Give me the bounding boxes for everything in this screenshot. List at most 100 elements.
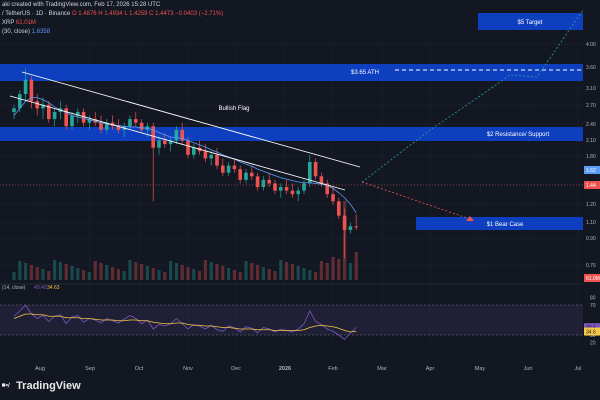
y-tick-label: 3.10 — [586, 86, 596, 92]
header-line-1: aki created with TradingView.com, Feb 17… — [2, 2, 161, 8]
volume-bar — [261, 267, 265, 280]
volume-bar — [18, 261, 22, 280]
volume-bar — [296, 266, 300, 280]
volume-bar — [279, 260, 283, 280]
volume-bar — [111, 267, 115, 280]
ohlc-close: C 1.4473 — [149, 11, 174, 17]
volume-bar — [325, 263, 329, 280]
volume-bar — [87, 272, 91, 280]
volume-bar — [122, 271, 126, 280]
resistance-label: $2 Resistance/ Support — [487, 132, 550, 138]
candle-body — [192, 147, 196, 155]
axes: 4.003.603.102.702.402.101.801.401.201.10… — [35, 42, 600, 372]
candle-body — [151, 126, 155, 148]
bear-projection-path — [361, 181, 471, 220]
volume-bar — [290, 264, 294, 280]
volume-bar — [99, 263, 103, 280]
rsi-tag — [584, 327, 600, 336]
rsi-tick-label: 80 — [590, 296, 596, 302]
grid — [0, 43, 583, 350]
y-tick-label: 2.40 — [586, 122, 596, 128]
x-tick-label: Oct — [135, 366, 144, 372]
candle-body — [244, 172, 248, 180]
candle-body — [331, 194, 335, 202]
resistance-zone — [0, 127, 583, 141]
candle-body — [18, 94, 22, 109]
y-tick-label: 2.10 — [586, 138, 596, 144]
candle-body — [29, 79, 34, 102]
x-tick-label: Jun — [524, 366, 533, 372]
candles[interactable] — [12, 68, 358, 259]
volume-bar — [82, 270, 86, 280]
tradingview-icon — [2, 382, 10, 388]
volume-bar — [76, 268, 80, 280]
volume-bar — [285, 262, 289, 280]
price-tag-label: 61.0M — [586, 276, 600, 282]
candle-body — [284, 187, 289, 191]
volume-bar — [53, 260, 57, 280]
volume-bar — [209, 262, 213, 280]
header-line-2: / TetherUS · 1D · Binance O 1.4876 H 1.4… — [2, 10, 223, 18]
volume-bar — [250, 263, 254, 280]
volume-bar — [238, 272, 242, 280]
volume-bar — [215, 264, 219, 280]
volume-bar — [24, 263, 28, 280]
candle-body — [168, 140, 173, 145]
candle-body — [70, 115, 74, 127]
volume-bar — [64, 264, 68, 280]
candle-body — [290, 190, 295, 195]
volume-bar — [331, 257, 335, 280]
y-tick-label: 1.20 — [586, 202, 596, 208]
candle-body — [250, 172, 254, 177]
x-tick-label: Aug — [35, 366, 45, 372]
volume-label: XRP — [2, 20, 15, 26]
volume-bar — [174, 263, 178, 280]
x-tick-label: Jul — [574, 366, 581, 372]
moving-average-line — [13, 97, 357, 213]
price-tag — [584, 274, 600, 282]
candle-body — [209, 154, 213, 159]
candle-body — [87, 119, 92, 123]
volume-bar — [163, 272, 167, 280]
candle-body — [180, 129, 184, 141]
x-tick-label: Nov — [183, 366, 193, 372]
x-tick-label: May — [475, 366, 486, 372]
y-tick-label: 1.80 — [586, 154, 596, 160]
candle-body — [134, 119, 138, 123]
candle-body — [163, 140, 167, 145]
volume-bar — [140, 264, 144, 280]
candle-body — [296, 190, 300, 195]
overlays: Bullish Flag — [0, 9, 584, 221]
volume-bar — [314, 272, 318, 280]
volume-bar — [151, 268, 155, 280]
candle-body — [203, 151, 208, 159]
candle-body — [116, 126, 121, 130]
volume-bar — [169, 261, 173, 280]
volume-bar — [47, 271, 51, 280]
candle-body — [41, 104, 45, 109]
volume-bar — [157, 270, 161, 280]
volume-bar — [302, 268, 306, 280]
candle-body — [342, 215, 347, 230]
bear-arrowhead — [466, 216, 474, 221]
ohlc-low: L 1.4259 — [124, 11, 148, 17]
ohlc-open: O 1.4876 — [71, 11, 97, 17]
bull-projection-path — [361, 9, 584, 183]
target-label: $5 Target — [518, 20, 543, 26]
ma-value: 1.6358 — [31, 29, 51, 35]
candle-body — [302, 183, 306, 191]
x-tick-label: Apr — [426, 366, 435, 372]
volume-bar — [29, 265, 33, 280]
candle-body — [64, 108, 68, 127]
volume-bar — [244, 261, 248, 280]
candle-body — [81, 111, 86, 123]
volume-bar — [354, 252, 358, 280]
volume-bar — [58, 262, 62, 280]
rsi-ma-line — [13, 313, 357, 333]
rsi-tick-label: 20 — [590, 341, 596, 347]
ath-label: $3.65 ATH — [351, 70, 379, 76]
volume-bar — [232, 270, 236, 280]
price-tag-label: 1.44 — [586, 183, 596, 189]
x-tick-label: Mar — [377, 366, 387, 372]
